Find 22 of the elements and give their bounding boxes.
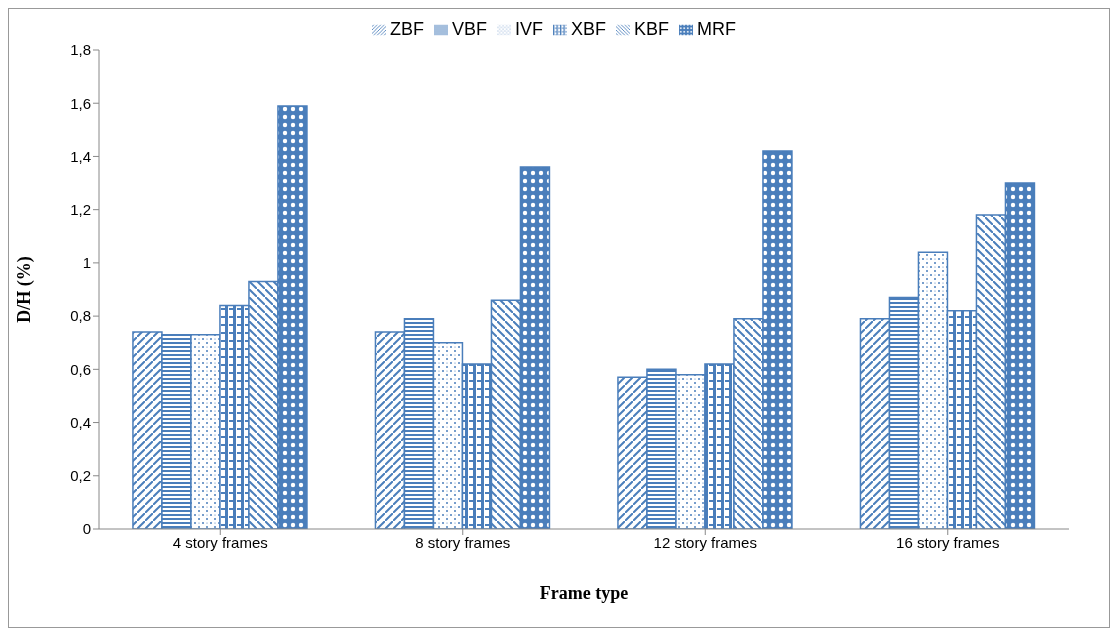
x-axis-title: Frame type [539,583,629,603]
y-tick-label: 0 [82,520,91,538]
x-tick-label: 8 story frames [415,533,511,551]
x-tick-label: 16 story frames [896,533,1000,551]
y-tick-label: 1,4 [70,147,91,165]
legend-label: KBF [634,19,670,39]
y-tick-label: 0,2 [70,467,91,485]
y-tick-label: 1 [82,254,91,272]
y-tick-label: 0,4 [70,413,91,431]
x-tick-label: 12 story frames [653,533,757,551]
y-tick-label: 0,6 [70,360,91,378]
legend-label: IVF [514,19,543,39]
y-tick-label: 1,2 [70,200,91,218]
y-axis-title: D/H (%) [14,256,36,323]
y-tick-label: 1,8 [70,41,91,59]
y-tick-label: 1,6 [70,94,91,112]
legend-label: XBF [571,19,607,39]
legend-label: VBF [451,19,487,39]
legend-label: ZBF [389,19,424,39]
legend-label: MRF [697,19,737,39]
x-tick-label: 4 story frames [172,533,268,551]
y-tick-label: 0,8 [70,307,91,325]
